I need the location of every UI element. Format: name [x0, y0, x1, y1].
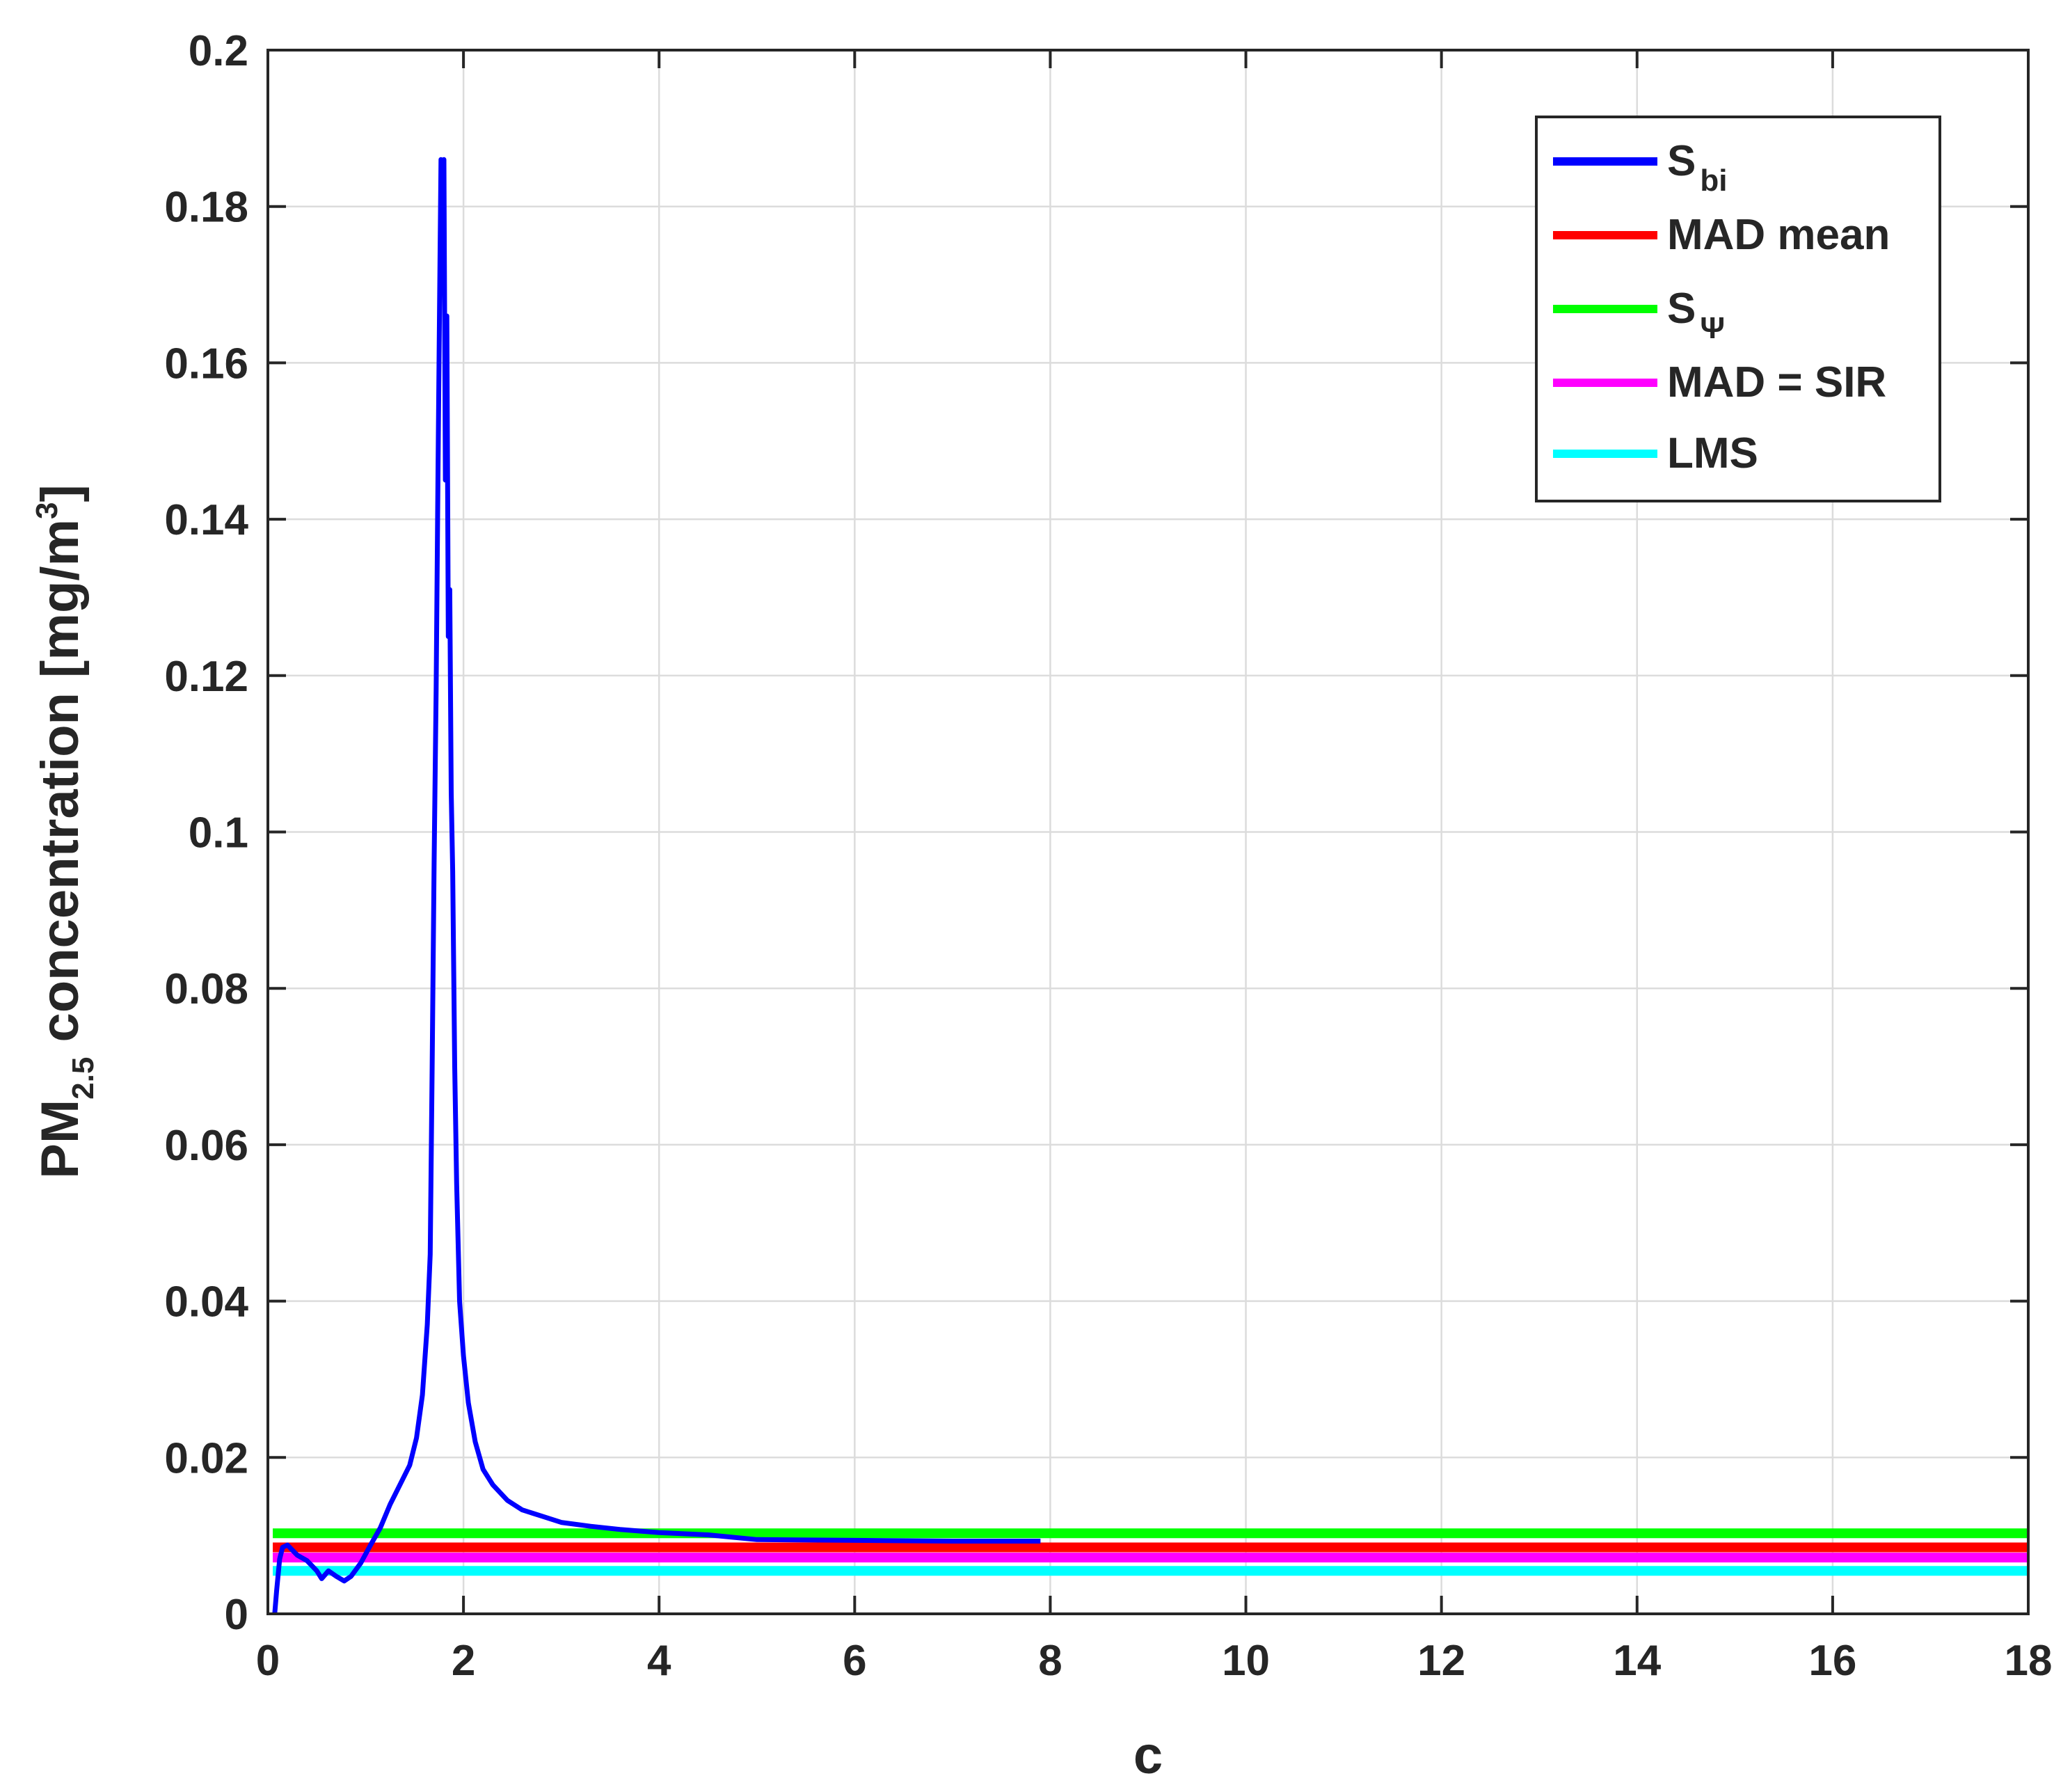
- legend-entry-name: S: [1667, 285, 1696, 333]
- y-tick-label: 0.18: [164, 184, 248, 232]
- y-axis-title: PM2.5 concentration [mg/m3]: [30, 484, 100, 1179]
- y-tick-label: 0.12: [164, 653, 248, 701]
- y-tick-label: 0.06: [164, 1122, 248, 1170]
- y-tick-label: 0.1: [189, 809, 248, 857]
- x-tick-label: 2: [452, 1637, 475, 1685]
- x-tick-label: 12: [1417, 1637, 1465, 1685]
- x-tick-label: 14: [1613, 1637, 1661, 1685]
- x-tick-label: 18: [2005, 1637, 2053, 1685]
- y-axis-title-suffix: ]: [31, 484, 90, 502]
- series-layer: [272, 157, 2028, 1615]
- axis-ticks: [266, 49, 2030, 1615]
- legend-entry-subscript: Ψ: [1700, 311, 1725, 345]
- legend-entry-label: MAD mean: [1667, 211, 1890, 259]
- grid-lines: [266, 49, 2030, 1615]
- series-line-s-bi: [272, 157, 1041, 1615]
- legend-entry-label: LMS: [1667, 429, 1758, 477]
- y-axis-title-subscript: 2.5: [66, 1057, 100, 1100]
- y-tick-labels: 0 0.02 0.04 0.06 0.08 0.1 0.12 0.14 0.16 0.18 0.2: [164, 27, 248, 1639]
- y-tick-label: 0: [225, 1591, 248, 1639]
- y-tick-label: 0.16: [164, 340, 248, 388]
- x-tick-label: 16: [1808, 1637, 1856, 1685]
- legend-entry-label: MAD = SIR: [1667, 358, 1886, 406]
- y-axis-title-prefix: PM: [31, 1100, 90, 1179]
- x-axis-title: c: [1133, 1726, 1163, 1785]
- x-tick-label: 10: [1222, 1637, 1270, 1685]
- legend-entry-name: MAD mean: [1667, 211, 1890, 259]
- legend-entry-subscript: bi: [1700, 164, 1727, 198]
- x-tick-label: 6: [843, 1637, 866, 1685]
- x-tick-label: 4: [647, 1637, 671, 1685]
- y-axis-title-superscript: 3: [30, 502, 64, 518]
- x-tick-labels: 0 2 4 6 8 10 12 14 16 18: [256, 1637, 2053, 1685]
- legend-entry-name: MAD = SIR: [1667, 358, 1886, 406]
- y-axis-title-mid: concentration [mg/m: [31, 519, 90, 1057]
- y-tick-label: 0.2: [189, 27, 248, 75]
- y-tick-label: 0.14: [164, 496, 248, 544]
- y-tick-label: 0.04: [164, 1278, 248, 1326]
- x-tick-label: 0: [256, 1637, 280, 1685]
- x-tick-label: 8: [1038, 1637, 1062, 1685]
- legend-entry-name: S: [1667, 137, 1696, 185]
- y-tick-label: 0.08: [164, 965, 248, 1013]
- y-tick-label: 0.02: [164, 1434, 248, 1482]
- legend-entry-name: LMS: [1667, 429, 1758, 477]
